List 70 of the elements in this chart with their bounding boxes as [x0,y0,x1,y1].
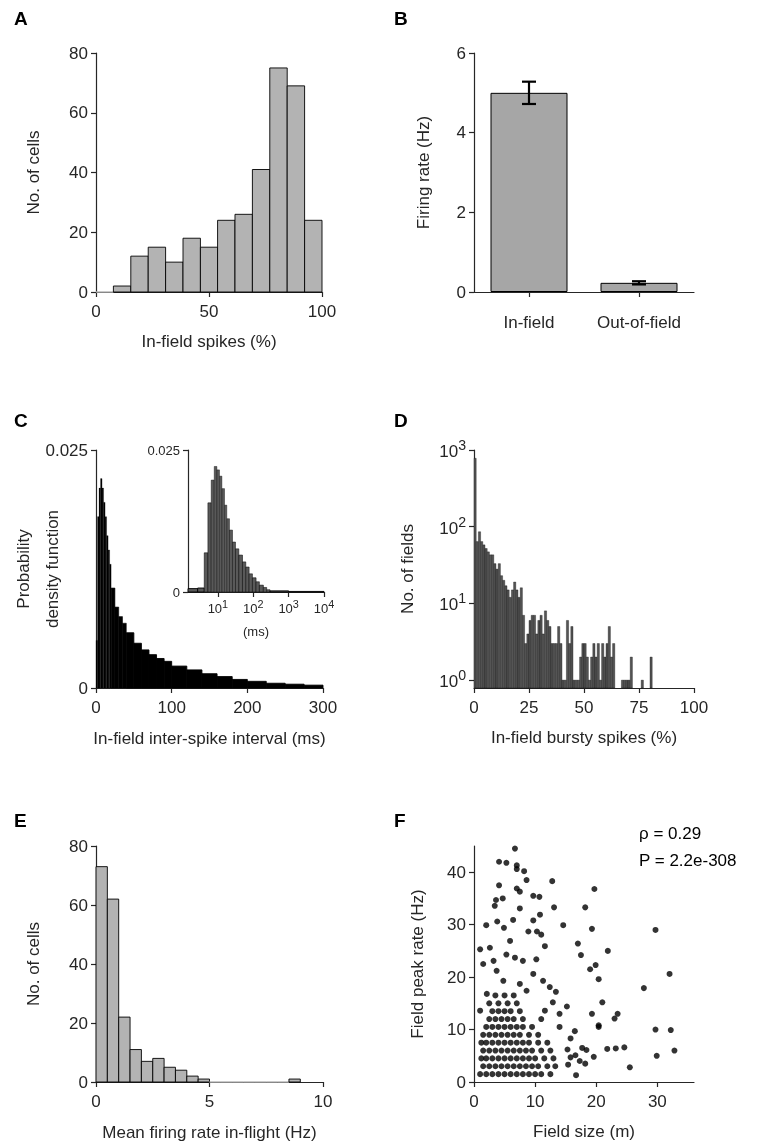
y-tick-label: 60 [69,895,88,915]
x-tick-label: 0 [469,1092,479,1112]
y-tick-label: 0 [456,1072,466,1092]
y-tick-label: 10$^{2}$ [439,514,466,539]
y-tick-label: 0 [456,282,466,302]
y-axis-title: No. of cells [23,130,43,215]
x-tick-label: 300 [308,698,338,718]
y-tick-label: 40 [69,163,88,182]
y-tick-label: 0.025 [45,440,88,460]
x-axis-title: In-field inter-spike interval (ms) [93,729,326,749]
y-tick-label: 80 [69,836,88,856]
x-tick-label: 200 [233,698,262,718]
x-tick-label: 100 [679,698,709,718]
x-axis-title: Mean firing rate in-flight (Hz) [102,1123,317,1143]
annotation: P = 2.2e-308 [639,851,737,870]
x-tick-label: 100 [307,302,337,322]
y-tick-label: 80 [69,43,88,63]
y-tick-label: 60 [69,103,88,123]
x-tick-label: Out-of-field [596,313,682,332]
y-tick-label: 30 [447,915,466,935]
y-axis-title: Probability density function [13,509,63,629]
x-tick-label: 50 [199,302,219,322]
x-tick-label: 10 [313,1092,333,1112]
y-tick-label: 0 [78,282,88,302]
x-tick-label: 50 [574,698,594,718]
chart-title: B [394,8,408,29]
chart-title: E [14,810,27,831]
chart-title: C [14,410,28,431]
chart-title: D [394,410,408,431]
x-tick-label: 10$^{1}$ [207,598,229,617]
y-tick-label: 6 [456,43,466,63]
x-axis-title: (ms) [243,624,269,640]
x-tick-label: 5 [204,1092,215,1112]
x-axis-title: In-field spikes (%) [141,331,277,351]
chart-title: F [394,810,406,831]
x-tick-label: 10 [525,1092,545,1112]
x-tick-label: In-field [503,313,555,332]
x-tick-label: 25 [519,698,539,718]
text: ρ = 0.29 [639,824,702,843]
y-axis-title: Field peak rate (Hz) [407,889,427,1039]
y-tick-label: 10 [447,1020,466,1040]
x-tick-label: 10$^{2}$ [243,598,264,617]
x-tick-label: 10$^{4}$ [313,598,335,617]
x-axis-title: In-field bursty spikes (%) [490,727,678,747]
y-axis-title: No. of fields [397,524,417,614]
y-tick-label: 0 [78,678,88,698]
y-tick-label: 0 [78,1072,88,1092]
y-tick-label: 20 [69,1013,88,1033]
chart-title: A [14,8,28,29]
x-tick-label: 0 [91,302,101,322]
y-tick-label: 20 [447,967,466,987]
x-tick-label: 0 [91,698,101,718]
y-tick-label: 4 [456,123,466,143]
x-tick-label: 10$^{3}$ [278,598,299,617]
x-tick-label: 0 [91,1092,101,1112]
x-tick-label: 75 [629,698,649,718]
y-axis-title: Firing rate (Hz) [413,115,433,230]
x-tick-label: 0 [469,698,479,718]
y-tick-label: 10$^{3}$ [439,437,466,462]
y-tick-label: 10$^{0}$ [439,667,466,692]
y-tick-label: 2 [456,202,466,222]
x-axis-title: Field size (m) [532,1121,636,1141]
x-tick-label: 30 [647,1092,667,1112]
y-axis-title: No. of cells [23,921,43,1007]
x-tick-label: 100 [157,698,186,718]
x-tick-label: 20 [586,1092,606,1112]
y-tick-label: 20 [69,222,88,242]
y-tick-label: 0.025 [147,442,180,458]
y-tick-label: 40 [69,954,88,974]
y-tick-label: 40 [447,862,466,882]
